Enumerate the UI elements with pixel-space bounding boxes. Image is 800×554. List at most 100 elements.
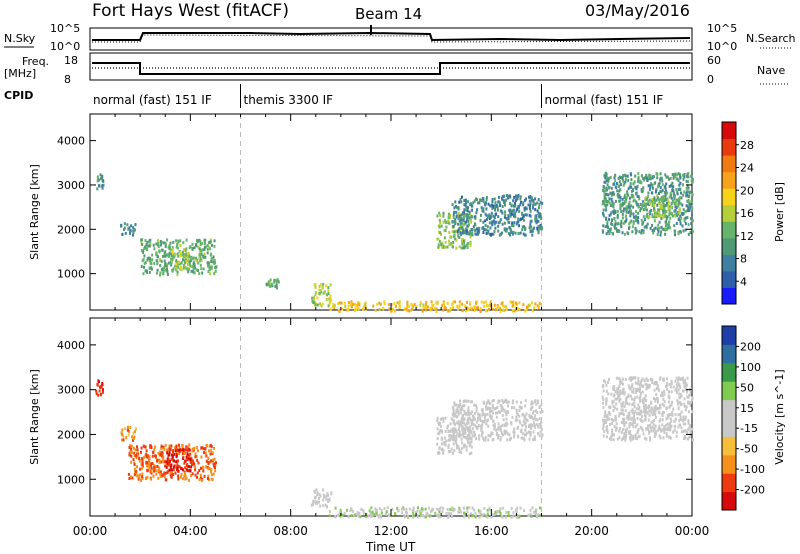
velocity-patch [95, 379, 104, 397]
data-cell [606, 183, 609, 187]
data-cell [635, 388, 638, 392]
data-cell [606, 176, 608, 180]
data-cell [470, 228, 473, 231]
data-cell [468, 425, 471, 429]
data-cell [620, 225, 623, 229]
data-cell [503, 400, 506, 403]
data-cell [438, 239, 441, 243]
data-cell [620, 438, 623, 442]
data-cell [669, 417, 672, 421]
data-cell [466, 308, 469, 312]
data-cell [452, 213, 455, 217]
data-cell [624, 409, 627, 413]
data-cell [123, 222, 126, 226]
data-cell [461, 405, 464, 409]
data-cell [638, 412, 641, 416]
data-cell [406, 309, 409, 313]
data-cell [194, 452, 197, 456]
data-cell [540, 217, 543, 220]
data-cell [265, 282, 268, 286]
data-cell [210, 257, 213, 261]
data-cell [398, 303, 401, 307]
data-cell [603, 201, 606, 205]
data-cell [136, 448, 139, 452]
data-cell [168, 246, 171, 250]
data-cell [532, 438, 535, 441]
data-cell [645, 427, 648, 431]
data-cell [467, 427, 470, 431]
data-cell [661, 227, 664, 231]
data-cell [197, 449, 199, 453]
data-cell [461, 441, 463, 445]
data-cell [617, 177, 620, 180]
x-tick-label: 16:00 [474, 524, 509, 538]
data-cell [319, 289, 322, 292]
data-cell [174, 264, 177, 268]
data-cell [517, 217, 520, 221]
data-cell [214, 466, 216, 469]
data-cell [484, 224, 487, 227]
data-cell [463, 404, 466, 408]
data-cell [456, 304, 459, 308]
data-cell [536, 513, 539, 517]
data-cell [442, 506, 445, 510]
data-cell [538, 434, 541, 438]
data-cell [605, 216, 608, 220]
data-cell [479, 198, 482, 202]
data-cell [496, 205, 499, 209]
data-cell [666, 215, 669, 219]
data-cell [670, 424, 673, 428]
data-cell [165, 465, 168, 469]
data-cell [631, 416, 634, 420]
data-cell [664, 209, 667, 213]
data-cell [463, 421, 466, 425]
data-cell [476, 229, 479, 233]
data-cell [679, 413, 682, 417]
data-cell [682, 173, 684, 177]
y-tick-label: 4000 [57, 135, 85, 148]
data-cell [483, 304, 486, 308]
data-cell [470, 220, 473, 224]
data-cell [466, 242, 469, 246]
data-cell [161, 450, 164, 454]
data-cell [447, 212, 450, 216]
data-cell [673, 195, 675, 199]
data-cell [451, 506, 453, 510]
data-cell [152, 243, 155, 247]
data-cell [180, 266, 183, 270]
data-cell [535, 221, 538, 225]
data-cell [437, 515, 440, 519]
data-cell [188, 246, 191, 250]
data-cell [615, 426, 618, 430]
data-cell [480, 199, 483, 202]
data-cell [623, 182, 626, 186]
data-cell [440, 417, 442, 421]
data-cell [630, 173, 633, 177]
data-cell [375, 511, 378, 515]
data-cell [687, 396, 690, 399]
data-cell [620, 380, 623, 384]
data-cell [477, 306, 479, 310]
colorbar-tick-label: -50 [740, 443, 758, 456]
data-cell [203, 451, 205, 455]
data-cell [162, 272, 165, 276]
data-cell [615, 186, 618, 190]
data-cell [145, 247, 148, 251]
data-cell [623, 422, 626, 426]
data-cell [631, 435, 634, 439]
data-cell [623, 435, 626, 439]
data-cell [195, 256, 197, 260]
data-cell [148, 257, 151, 260]
data-cell [674, 417, 677, 421]
data-cell [484, 413, 487, 417]
data-cell [682, 208, 685, 212]
data-cell [532, 200, 535, 204]
data-cell [608, 227, 611, 231]
data-cell [455, 429, 458, 433]
data-cell [275, 283, 278, 287]
data-cell [466, 209, 469, 213]
data-cell [447, 216, 450, 220]
data-cell [455, 229, 458, 233]
data-cell [148, 244, 151, 248]
data-cell [656, 194, 659, 198]
